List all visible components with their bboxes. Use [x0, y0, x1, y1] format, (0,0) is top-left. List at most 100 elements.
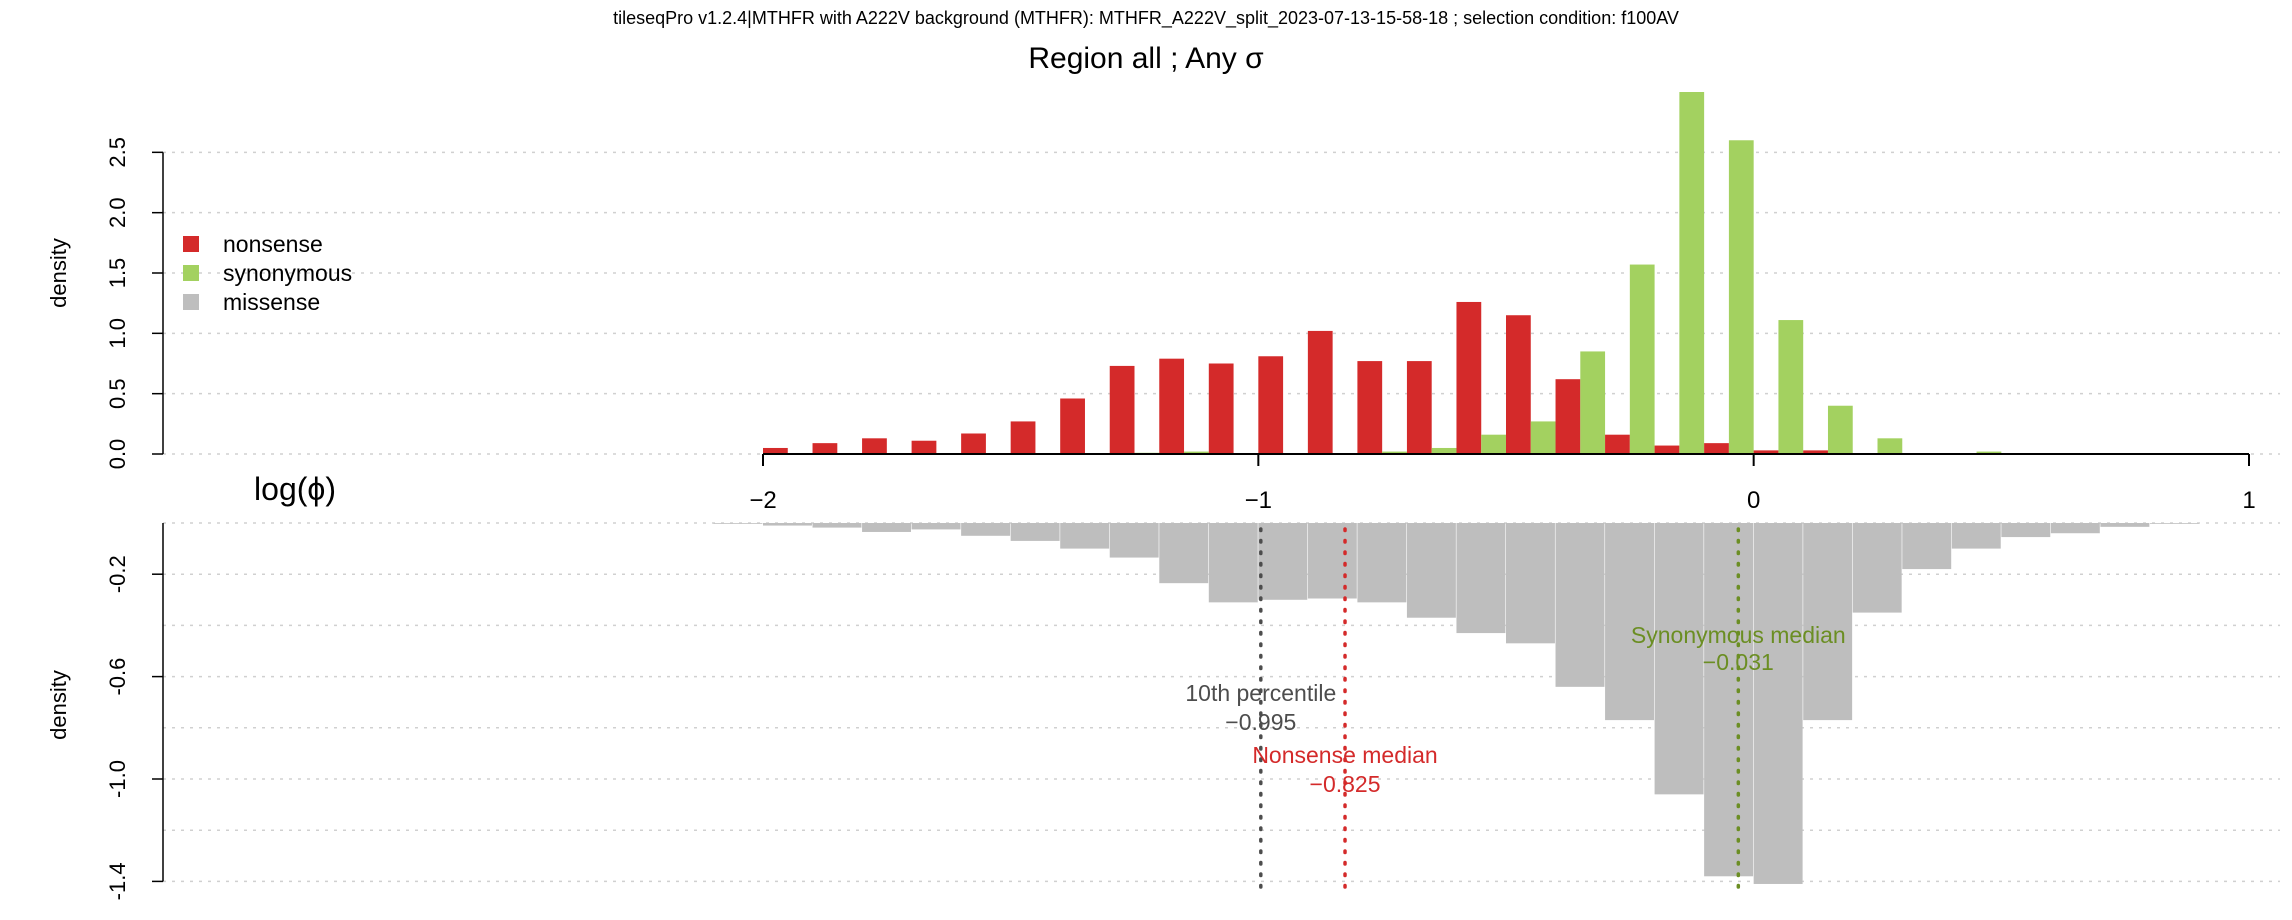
missense-bar — [1902, 523, 1952, 570]
missense-bar — [961, 523, 1011, 536]
synonymous-legend-label: synonymous — [223, 260, 352, 286]
bottom-y-tick-label: -1.0 — [105, 760, 130, 798]
missense-bar — [1605, 523, 1654, 721]
nonsense-bar — [1605, 434, 1630, 454]
nonsense-bar — [1357, 361, 1383, 454]
nonsense-bar — [961, 433, 986, 454]
nonsense-bar — [1010, 421, 1036, 454]
synonymous-legend-swatch — [183, 265, 199, 281]
synonymous-bar — [1431, 447, 1457, 454]
missense-bar — [862, 523, 911, 532]
missense-bar — [812, 523, 862, 528]
missense-bar — [1654, 523, 1704, 795]
nonsense-bar — [862, 438, 887, 454]
annotation-label: 10th percentile — [1185, 680, 1336, 706]
x-axis-label: log(ϕ) — [254, 471, 336, 507]
nonsense-bar — [1456, 301, 1482, 454]
missense-bar — [2149, 523, 2199, 524]
missense-bar — [911, 523, 961, 530]
top-y-tick-label: 1.5 — [105, 258, 130, 289]
bottom-y-tick-label: -0.2 — [105, 555, 130, 593]
missense-bar — [2100, 523, 2150, 527]
synonymous-bar — [1877, 438, 1903, 454]
top-y-tick-label: 2.0 — [105, 197, 130, 228]
nonsense-legend-label: nonsense — [223, 231, 323, 257]
missense-bar — [1010, 523, 1060, 541]
chart-supertitle: tileseqPro v1.2.4|MTHFR with A222V backg… — [613, 8, 1679, 29]
x-tick-label: 0 — [1747, 487, 1760, 514]
nonsense-bar — [911, 440, 937, 454]
missense-bar — [1406, 523, 1456, 618]
synonymous-bar — [1827, 405, 1853, 454]
nonsense-bar — [1060, 398, 1085, 454]
missense-bar — [1060, 523, 1110, 549]
annotation-value: −0.031 — [1703, 649, 1774, 675]
missense-bar — [1456, 523, 1506, 634]
synonymous-bar — [1580, 351, 1606, 454]
missense-bar — [1109, 523, 1159, 558]
synonymous-bar — [1778, 320, 1804, 454]
bottom-y-tick-label: -1.4 — [105, 862, 130, 900]
synonymous-bar — [1382, 451, 1407, 454]
annotation-label: Nonsense median — [1252, 742, 1437, 768]
top-y-axis-label: density — [46, 238, 71, 308]
nonsense-bar — [1506, 315, 1531, 454]
chart-title: Region all ; Any σ — [1028, 42, 1264, 75]
nonsense-bar — [763, 447, 788, 454]
missense-bar — [2001, 523, 2051, 538]
legend: nonsense synonymous missense — [183, 231, 352, 315]
missense-bar — [763, 523, 812, 526]
synonymous-bar — [1976, 451, 2002, 454]
missense-bar — [1704, 523, 1754, 877]
missense-legend-label: missense — [223, 289, 320, 315]
nonsense-bar — [1406, 361, 1432, 454]
x-tick-label: 1 — [2242, 487, 2255, 514]
synonymous-bar — [1481, 434, 1506, 454]
annotation-label: Synonymous median — [1631, 622, 1846, 648]
synonymous-bar — [1679, 92, 1705, 454]
top-y-tick-label: 0.0 — [105, 439, 130, 470]
annotation-value: −0.995 — [1225, 709, 1296, 735]
nonsense-legend-swatch — [183, 236, 199, 252]
synonymous-bar — [1728, 140, 1754, 454]
top-y-tick-label: 2.5 — [105, 137, 130, 168]
top-y-tick-label: 1.0 — [105, 318, 130, 349]
missense-legend-swatch — [183, 294, 199, 310]
missense-bar — [2050, 523, 2100, 534]
density-histogram-bottom: -0.2 -0.6 -1.0 -1.4 10th percentile −0.995 Non… — [105, 522, 2280, 900]
x-tick-label: −2 — [749, 487, 776, 514]
synonymous-bar — [1184, 451, 1209, 454]
nonsense-bar — [1704, 443, 1729, 454]
missense-bar — [1208, 523, 1258, 603]
nonsense-bar — [1208, 363, 1234, 454]
missense-bar — [1555, 523, 1605, 687]
nonsense-bar — [1654, 445, 1680, 454]
nonsense-bar — [1803, 450, 1828, 454]
nonsense-bar — [1258, 356, 1284, 454]
bottom-y-axis-label: density — [46, 670, 71, 740]
synonymous-bar — [1629, 264, 1655, 454]
missense-bar — [1159, 523, 1209, 584]
missense-bar — [713, 523, 763, 524]
nonsense-bar — [812, 443, 838, 454]
missense-bar — [1506, 523, 1555, 644]
nonsense-bar — [1753, 450, 1779, 454]
missense-bar — [1803, 523, 1853, 721]
missense-bar — [1258, 523, 1308, 600]
nonsense-bar — [1109, 365, 1135, 454]
missense-bar — [1753, 523, 1803, 884]
nonsense-bar — [1159, 358, 1185, 454]
missense-bar — [1852, 523, 1902, 613]
annotation-value: −0.825 — [1310, 771, 1381, 797]
density-histogram-top: 0.0 0.5 1.0 1.5 2.0 2.5 −2 −1 0 1 — [105, 92, 2280, 514]
missense-bar — [1307, 523, 1357, 599]
bottom-y-tick-label: -0.6 — [105, 658, 130, 696]
missense-bar — [1357, 523, 1407, 603]
missense-bar — [1951, 523, 2001, 549]
nonsense-bar — [1307, 330, 1333, 454]
top-y-tick-label: 0.5 — [105, 378, 130, 409]
synonymous-bar — [1530, 421, 1556, 454]
x-tick-label: −1 — [1245, 487, 1272, 514]
nonsense-bar — [1555, 379, 1581, 454]
